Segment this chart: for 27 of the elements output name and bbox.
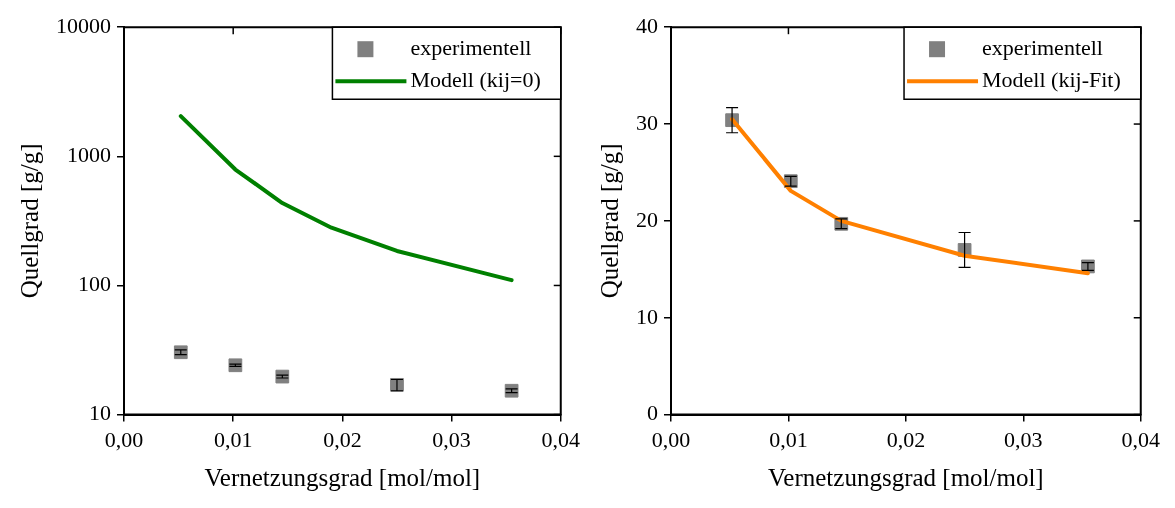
y-tick-label: 10000 [56, 12, 111, 38]
x-tick-label: 0,01 [769, 426, 808, 452]
legend-label: experimentell [982, 34, 1103, 60]
y-tick-label: 10 [636, 303, 658, 329]
x-tick-label: 0,03 [1004, 426, 1043, 452]
y-tick-label: 40 [636, 12, 658, 38]
y-tick-label: 100 [78, 271, 111, 297]
x-axis-title: Vernetzungsgrad [mol/mol] [768, 463, 1044, 491]
legend-label: experimentell [410, 34, 532, 60]
x-axis-title: Vernetzungsgrad [mol/mol] [204, 463, 481, 491]
x-tick-label: 0,00 [104, 426, 144, 452]
x-tick-label: 0,03 [432, 426, 471, 452]
legend-label: Modell (kij-Fit) [982, 66, 1121, 92]
y-axis-title: Quellgrad [g/g] [595, 143, 623, 299]
x-tick-label: 0,02 [886, 426, 926, 452]
legend-label: Modell (kij=0) [410, 66, 541, 92]
x-tick-label: 0,01 [213, 426, 253, 452]
x-tick-label: 0,00 [651, 426, 691, 452]
x-tick-label: 0,04 [1121, 426, 1160, 452]
x-tick-label: 0,02 [323, 426, 362, 452]
y-tick-label: 20 [636, 206, 658, 232]
y-tick-label: 30 [636, 109, 658, 135]
y-tick-label: 10 [89, 400, 111, 426]
y-tick-label: 0 [647, 400, 658, 426]
x-tick-label: 0,04 [541, 426, 580, 452]
y-tick-label: 1000 [67, 142, 111, 168]
y-axis-title: Quellgrad [g/g] [15, 143, 43, 299]
